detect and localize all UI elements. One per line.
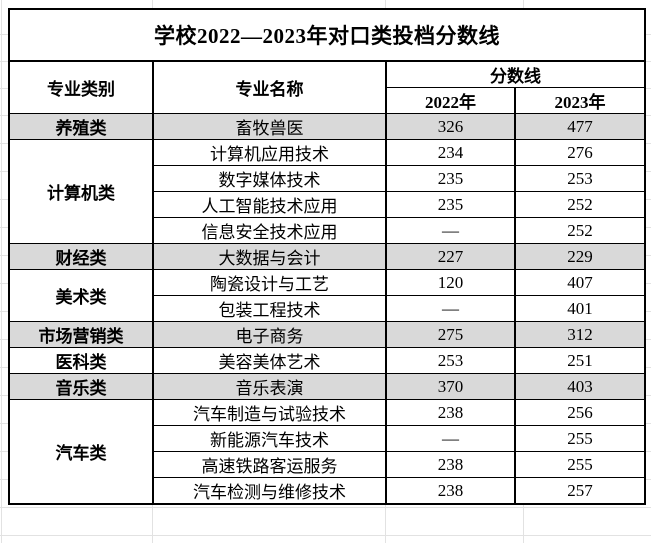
table-row: 汽车类 汽车制造与试验技术 238 256 — [8, 399, 646, 505]
table-row: 新能源汽车技术 —255 — [9, 425, 646, 452]
gridline — [1, 0, 2, 543]
score-2023-cell[interactable]: 276 — [514, 139, 646, 166]
score-2023-cell[interactable]: 253 — [514, 165, 646, 192]
score-2022-cell[interactable]: 120 — [385, 269, 516, 296]
category-cell[interactable]: 美术类 — [8, 269, 154, 322]
table-row: 财经类 大数据与会计 227 229 — [8, 243, 646, 270]
score-2022-cell[interactable]: — — [385, 295, 516, 322]
major-cell[interactable]: 计算机应用技术 — [152, 139, 387, 166]
score-2023-cell[interactable]: 312 — [514, 321, 646, 348]
score-2023-cell[interactable]: 477 — [514, 113, 646, 140]
score-2022-cell[interactable]: 227 — [385, 243, 516, 270]
table-row: 养殖类 畜牧兽医 326 477 — [8, 113, 646, 140]
score-2022-cell[interactable]: — — [385, 217, 516, 244]
major-cell[interactable]: 汽车制造与试验技术 — [152, 399, 387, 426]
score-2023-cell[interactable]: 252 — [514, 217, 646, 244]
category-cell[interactable]: 计算机类 — [8, 139, 154, 244]
table-row: 市场营销类 电子商务 275 312 — [8, 321, 646, 348]
major-cell[interactable]: 美容美体艺术 — [152, 347, 387, 374]
category-cell[interactable]: 市场营销类 — [8, 321, 154, 348]
score-2022-cell[interactable]: 238 — [385, 477, 516, 505]
score-2022-cell[interactable]: — — [385, 425, 516, 452]
major-cell[interactable]: 音乐表演 — [152, 373, 387, 400]
score-2023-cell[interactable]: 255 — [514, 451, 646, 478]
score-2023-cell[interactable]: 252 — [514, 191, 646, 218]
header-category[interactable]: 专业类别 — [8, 60, 154, 114]
score-2023-cell[interactable]: 407 — [514, 269, 646, 296]
major-cell[interactable]: 包装工程技术 — [152, 295, 387, 322]
category-cell[interactable]: 医科类 — [8, 347, 154, 374]
table-row: 高速铁路客运服务 238 255 — [9, 451, 646, 478]
score-table: 学校2022—2023年对口类投档分数线 专业类别 专业名称 分数线 2022年… — [8, 8, 646, 505]
major-cell[interactable]: 陶瓷设计与工艺 — [152, 269, 387, 296]
score-2023-cell[interactable]: 401 — [514, 295, 646, 322]
score-2023-cell[interactable]: 251 — [514, 347, 646, 374]
score-2022-cell[interactable]: 238 — [385, 399, 516, 426]
major-cell[interactable]: 畜牧兽医 — [152, 113, 387, 140]
gridline — [0, 535, 651, 536]
score-2023-cell[interactable]: 229 — [514, 243, 646, 270]
major-cell[interactable]: 信息安全技术应用 — [152, 217, 387, 244]
score-2023-cell[interactable]: 403 — [514, 373, 646, 400]
major-cell[interactable]: 高速铁路客运服务 — [152, 451, 387, 478]
major-cell[interactable]: 新能源汽车技术 — [152, 425, 387, 452]
table-row: 音乐类 音乐表演 370 403 — [8, 373, 646, 400]
table-row: 数字媒体技术 235 253 — [9, 165, 646, 192]
category-cell[interactable]: 养殖类 — [8, 113, 154, 140]
header-score-line[interactable]: 分数线 — [385, 60, 646, 88]
major-cell[interactable]: 电子商务 — [152, 321, 387, 348]
table-row: 专业类别 专业名称 分数线 — [8, 60, 646, 114]
table-row: 美术类 陶瓷设计与工艺 120 407 — [8, 269, 646, 322]
page-title[interactable]: 学校2022—2023年对口类投档分数线 — [8, 8, 646, 62]
table-row: 计算机类 计算机应用技术 234 276 — [8, 139, 646, 244]
category-cell[interactable]: 财经类 — [8, 243, 154, 270]
table-row: 2022年 2023年 — [9, 87, 646, 114]
score-2023-cell[interactable]: 255 — [514, 425, 646, 452]
table-row: 汽车检测与维修技术 238 257 — [9, 477, 646, 505]
score-2022-cell[interactable]: 253 — [385, 347, 516, 374]
score-2022-cell[interactable]: 235 — [385, 165, 516, 192]
score-2022-cell[interactable]: 326 — [385, 113, 516, 140]
score-2022-cell[interactable]: 238 — [385, 451, 516, 478]
score-2022-cell[interactable]: 235 — [385, 191, 516, 218]
score-2023-cell[interactable]: 257 — [514, 477, 646, 505]
score-2022-cell[interactable]: 275 — [385, 321, 516, 348]
score-2022-cell[interactable]: 234 — [385, 139, 516, 166]
table-row: 学校2022—2023年对口类投档分数线 — [8, 8, 646, 62]
score-2023-cell[interactable]: 256 — [514, 399, 646, 426]
major-cell[interactable]: 数字媒体技术 — [152, 165, 387, 192]
major-cell[interactable]: 汽车检测与维修技术 — [152, 477, 387, 505]
major-cell[interactable]: 大数据与会计 — [152, 243, 387, 270]
table-row: 医科类 美容美体艺术 253 251 — [8, 347, 646, 374]
header-2023[interactable]: 2023年 — [514, 87, 646, 114]
header-2022[interactable]: 2022年 — [385, 87, 516, 114]
table-row: 信息安全技术应用 —252 — [9, 217, 646, 244]
gridline — [0, 507, 651, 508]
category-cell[interactable]: 音乐类 — [8, 373, 154, 400]
major-cell[interactable]: 人工智能技术应用 — [152, 191, 387, 218]
header-major[interactable]: 专业名称 — [152, 60, 387, 114]
category-cell[interactable]: 汽车类 — [8, 399, 154, 505]
score-2022-cell[interactable]: 370 — [385, 373, 516, 400]
